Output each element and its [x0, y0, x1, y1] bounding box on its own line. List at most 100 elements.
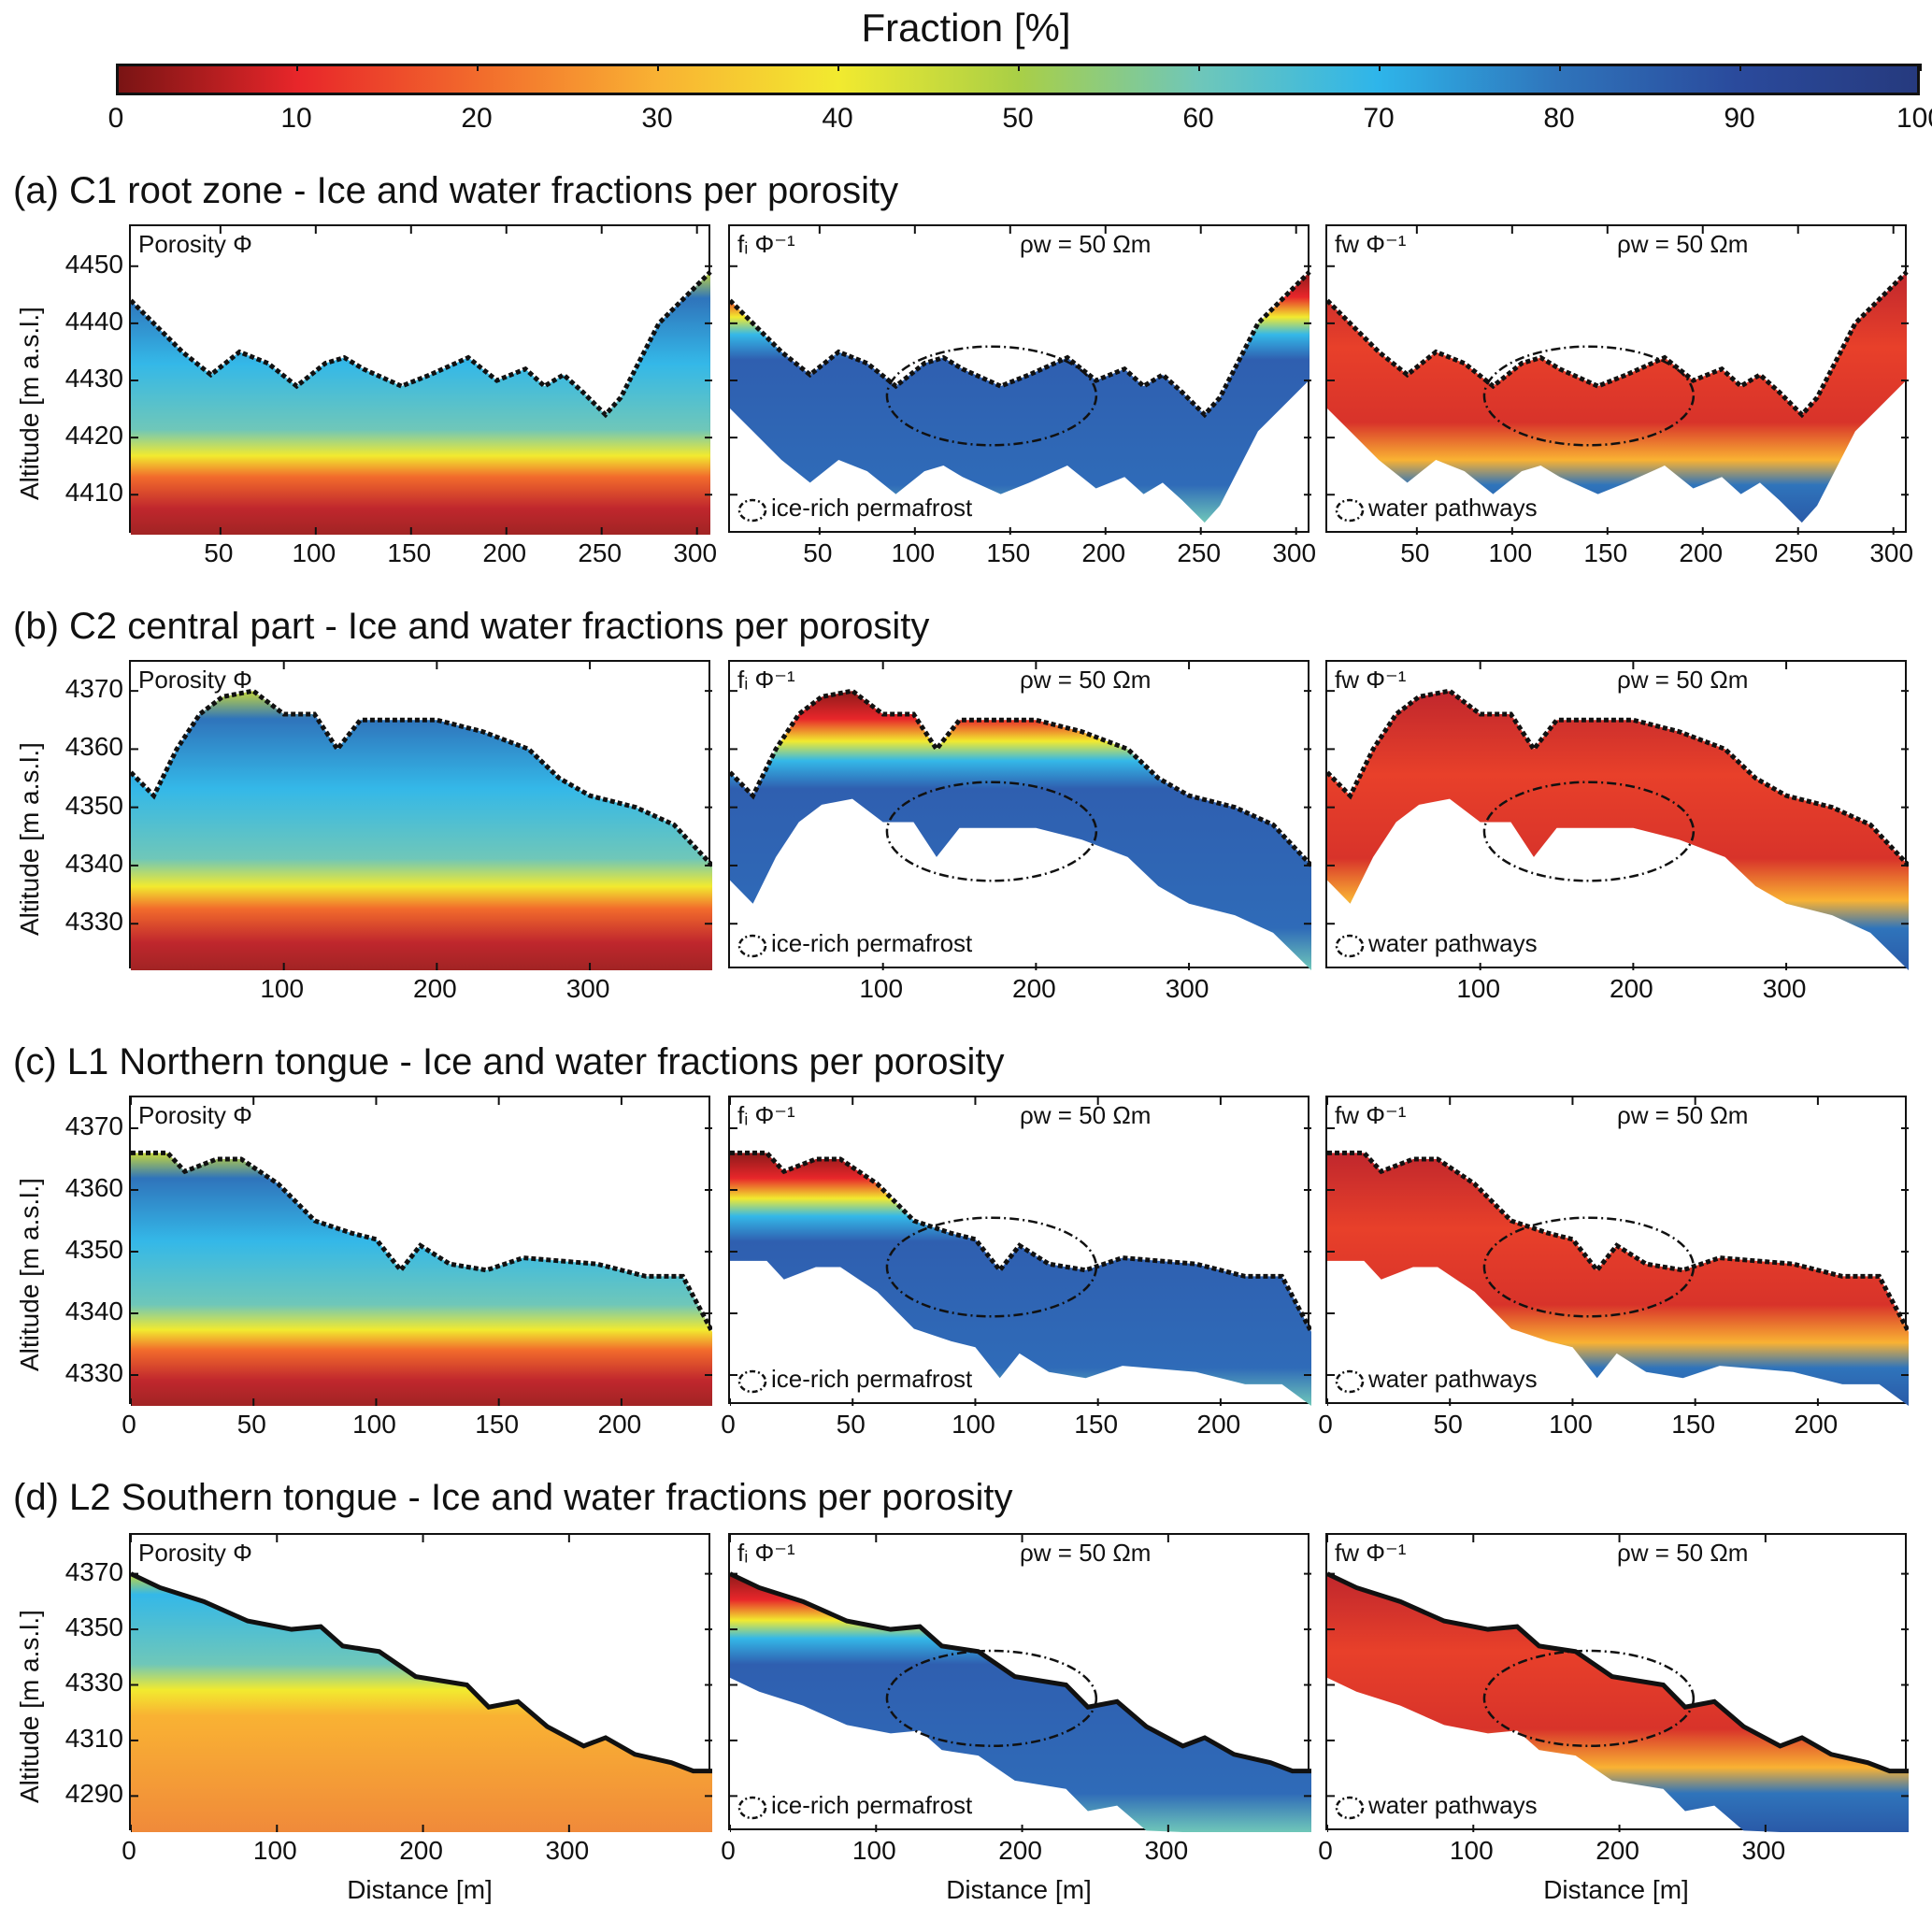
y-tick-label: 4410 [64, 478, 123, 508]
section-plot [131, 1097, 712, 1406]
row-title: (a) C1 root zone - Ice and water fractio… [13, 170, 899, 211]
panel-variable-label: Porosity Φ [138, 230, 252, 258]
x-tick-label: 300 [1165, 974, 1209, 1003]
y-tick-label: 4360 [64, 732, 123, 762]
panel-variable-label: Porosity Φ [138, 666, 252, 694]
x-tick-label: 300 [565, 974, 610, 1003]
x-tick-label: 0 [1318, 1410, 1333, 1439]
surface-topography-line [131, 270, 712, 419]
x-tick-label: 150 [986, 538, 1031, 567]
surface-topography-line [730, 1571, 1311, 1774]
x-tick-label: 100 [952, 1410, 995, 1439]
legend-contour-icon [1335, 1369, 1365, 1394]
y-tick-label: 4370 [64, 674, 123, 704]
model-section-area [1327, 1573, 1909, 1832]
surface-topography-line [730, 1150, 1311, 1333]
y-tick-label: 4350 [64, 790, 123, 820]
colorbar-tick-label: 100 [1896, 103, 1932, 134]
x-tick-label: 100 [252, 1836, 297, 1865]
y-tick-label: 4290 [64, 1779, 123, 1809]
colorbar-tick [1559, 64, 1561, 71]
x-tick-label: 100 [260, 974, 305, 1003]
legend-contour-icon [737, 498, 767, 523]
x-tick-label: 100 [852, 1836, 896, 1865]
y-tick-label: 4330 [64, 1668, 123, 1698]
water-pathways-contour [1482, 1216, 1696, 1318]
section-plot [131, 226, 712, 535]
x-tick-label: 150 [1671, 1410, 1716, 1439]
panel-variable-label: Porosity Φ [138, 1101, 252, 1129]
x-tick-label: 50 [204, 538, 234, 567]
model-section-area [131, 271, 710, 535]
y-tick-label: 4340 [64, 1297, 123, 1325]
panel-variable-label: fᵢ Φ⁻¹ [737, 1101, 795, 1129]
colorbar-title: Fraction [%] [861, 6, 1071, 50]
x-tick-label: 100 [859, 974, 904, 1003]
x-tick-label: 300 [545, 1836, 590, 1865]
surface-topography-line [131, 688, 712, 867]
contour-legend-label: water pathways [1368, 929, 1538, 957]
x-tick-label: 150 [387, 538, 432, 567]
x-tick-label: 0 [721, 1836, 736, 1865]
colorbar-tick [1018, 64, 1020, 71]
x-tick-label: 200 [399, 1836, 443, 1865]
y-axis-label: Altitude [m a.s.l.] [15, 1610, 44, 1803]
x-axis-label: Distance [m] [1543, 1875, 1689, 1904]
contour-legend-label: ice-rich permafrost [771, 1365, 973, 1393]
y-axis-label: Altitude [m a.s.l.] [15, 307, 44, 500]
x-tick-label: 300 [1869, 538, 1914, 567]
legend-contour-icon [737, 1369, 767, 1394]
x-tick-label: 300 [673, 538, 718, 567]
ice-rich-permafrost-contour [885, 345, 1098, 447]
plot-panel-porosity: Porosity Φ [129, 1096, 712, 1406]
panel-variable-label: fᵢ Φ⁻¹ [737, 666, 795, 694]
colorbar-tick-label: 90 [1724, 103, 1755, 134]
panel-variable-label: fw Φ⁻¹ [1335, 230, 1407, 258]
water-resistivity-label: ρw = 50 Ωm [1020, 1101, 1152, 1129]
model-section-area [730, 1573, 1311, 1832]
legend-contour-icon [737, 934, 767, 958]
x-tick-label: 250 [1177, 538, 1222, 567]
x-tick-label: 200 [998, 1836, 1042, 1865]
colorbar-tick [1739, 64, 1741, 71]
contour-legend-label: water pathways [1368, 1365, 1538, 1393]
contour-legend-label: ice-rich permafrost [771, 494, 973, 522]
x-tick-label: 300 [1272, 538, 1317, 567]
x-axis-label: Distance [m] [347, 1875, 493, 1904]
colorbar-tick-label: 50 [1002, 103, 1034, 134]
legend-contour-icon [1335, 498, 1365, 523]
section-plot [1327, 1535, 1909, 1832]
x-tick-label: 0 [1318, 1836, 1333, 1865]
section-plot [730, 226, 1311, 535]
y-tick-label: 4360 [64, 1173, 123, 1202]
water-pathways-contour [1482, 1649, 1696, 1748]
panel-variable-label: fw Φ⁻¹ [1335, 1539, 1407, 1567]
plot-panel-porosity: Porosity Φ [129, 660, 712, 970]
y-tick-label: 4330 [64, 1358, 123, 1387]
model-section-area [131, 691, 712, 970]
section-plot [131, 1535, 712, 1832]
plot-panel-ice: fᵢ Φ⁻¹ ρw = 50 Ωm ice-rich permafrost [728, 660, 1311, 970]
x-tick-label: 50 [1400, 538, 1430, 567]
surface-topography-line [730, 688, 1311, 867]
section-plot [1327, 226, 1909, 535]
row-title: (b) C2 central part - Ice and water frac… [13, 606, 930, 647]
x-tick-label: 50 [803, 538, 833, 567]
x-tick-label: 300 [1741, 1836, 1786, 1865]
model-section-area [730, 691, 1311, 970]
x-tick-label: 200 [482, 538, 527, 567]
contour-legend-label: ice-rich permafrost [771, 1791, 973, 1819]
x-tick-label: 200 [413, 974, 457, 1003]
plot-panel-water: fw Φ⁻¹ ρw = 50 Ωm water pathways [1325, 660, 1909, 970]
y-axis-label: Altitude [m a.s.l.] [15, 742, 44, 936]
y-tick-label: 4440 [64, 306, 123, 336]
contour-legend-label: ice-rich permafrost [771, 929, 973, 957]
contour-legend-label: water pathways [1368, 1791, 1538, 1819]
legend-contour-icon [1335, 934, 1365, 958]
x-tick-label: 0 [122, 1836, 136, 1865]
model-section-area [730, 271, 1309, 523]
surface-topography-line [1327, 1150, 1909, 1333]
x-tick-label: 100 [1549, 1410, 1593, 1439]
x-tick-label: 100 [1488, 538, 1533, 567]
section-plot [730, 662, 1311, 970]
